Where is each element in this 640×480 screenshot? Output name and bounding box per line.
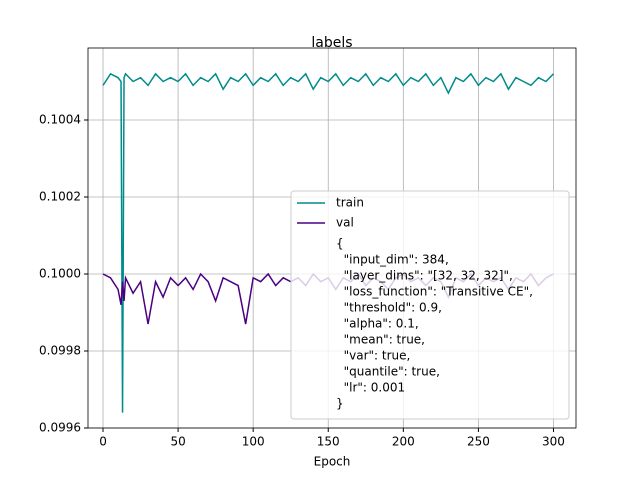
legend-text: "loss_function": "Transitive CE", (336, 285, 533, 299)
plot-frame (87, 47, 577, 429)
x-tick-label: 0 (99, 435, 107, 449)
legend-text: "var": true, (336, 349, 410, 363)
legend-text: "threshold": 0.9, (336, 301, 442, 315)
y-tick-label: 0.1000 (39, 266, 81, 280)
legend-box (290, 190, 570, 420)
x-tick-label: 300 (542, 435, 565, 449)
legend-text: "alpha": 0.1, (336, 317, 419, 331)
x-tick-label: 200 (392, 435, 415, 449)
legend-text: "layer_dims": "[32, 32, 32]", (336, 269, 513, 283)
x-axis-label: Epoch (314, 455, 351, 469)
y-tick-label: 0.1004 (39, 112, 81, 126)
legend: train val { "input_dim": 384, "layer_dims"… (290, 190, 570, 420)
legend-label: val (336, 216, 354, 230)
y-tick-label: 0.0996 (39, 421, 81, 435)
x-tick-label: 250 (467, 435, 490, 449)
x-tick-label: 150 (317, 435, 340, 449)
legend-text: { (336, 237, 344, 251)
legend-text: "mean": true, (336, 333, 425, 347)
chart-title: labels (311, 35, 352, 51)
line-series (102, 72, 555, 413)
y-tick-label: 0.1002 (39, 189, 81, 203)
legend-text: "quantile": true, (336, 365, 440, 379)
x-tick-label: 50 (170, 435, 185, 449)
x-tick-label: 100 (242, 435, 265, 449)
legend-label: train (336, 196, 364, 210)
y-tick-label: 0.0998 (39, 343, 81, 357)
legend-text: "lr": 0.001 (336, 381, 405, 395)
legend-text: } (336, 397, 344, 411)
legend-text: "input_dim": 384, (336, 253, 449, 267)
